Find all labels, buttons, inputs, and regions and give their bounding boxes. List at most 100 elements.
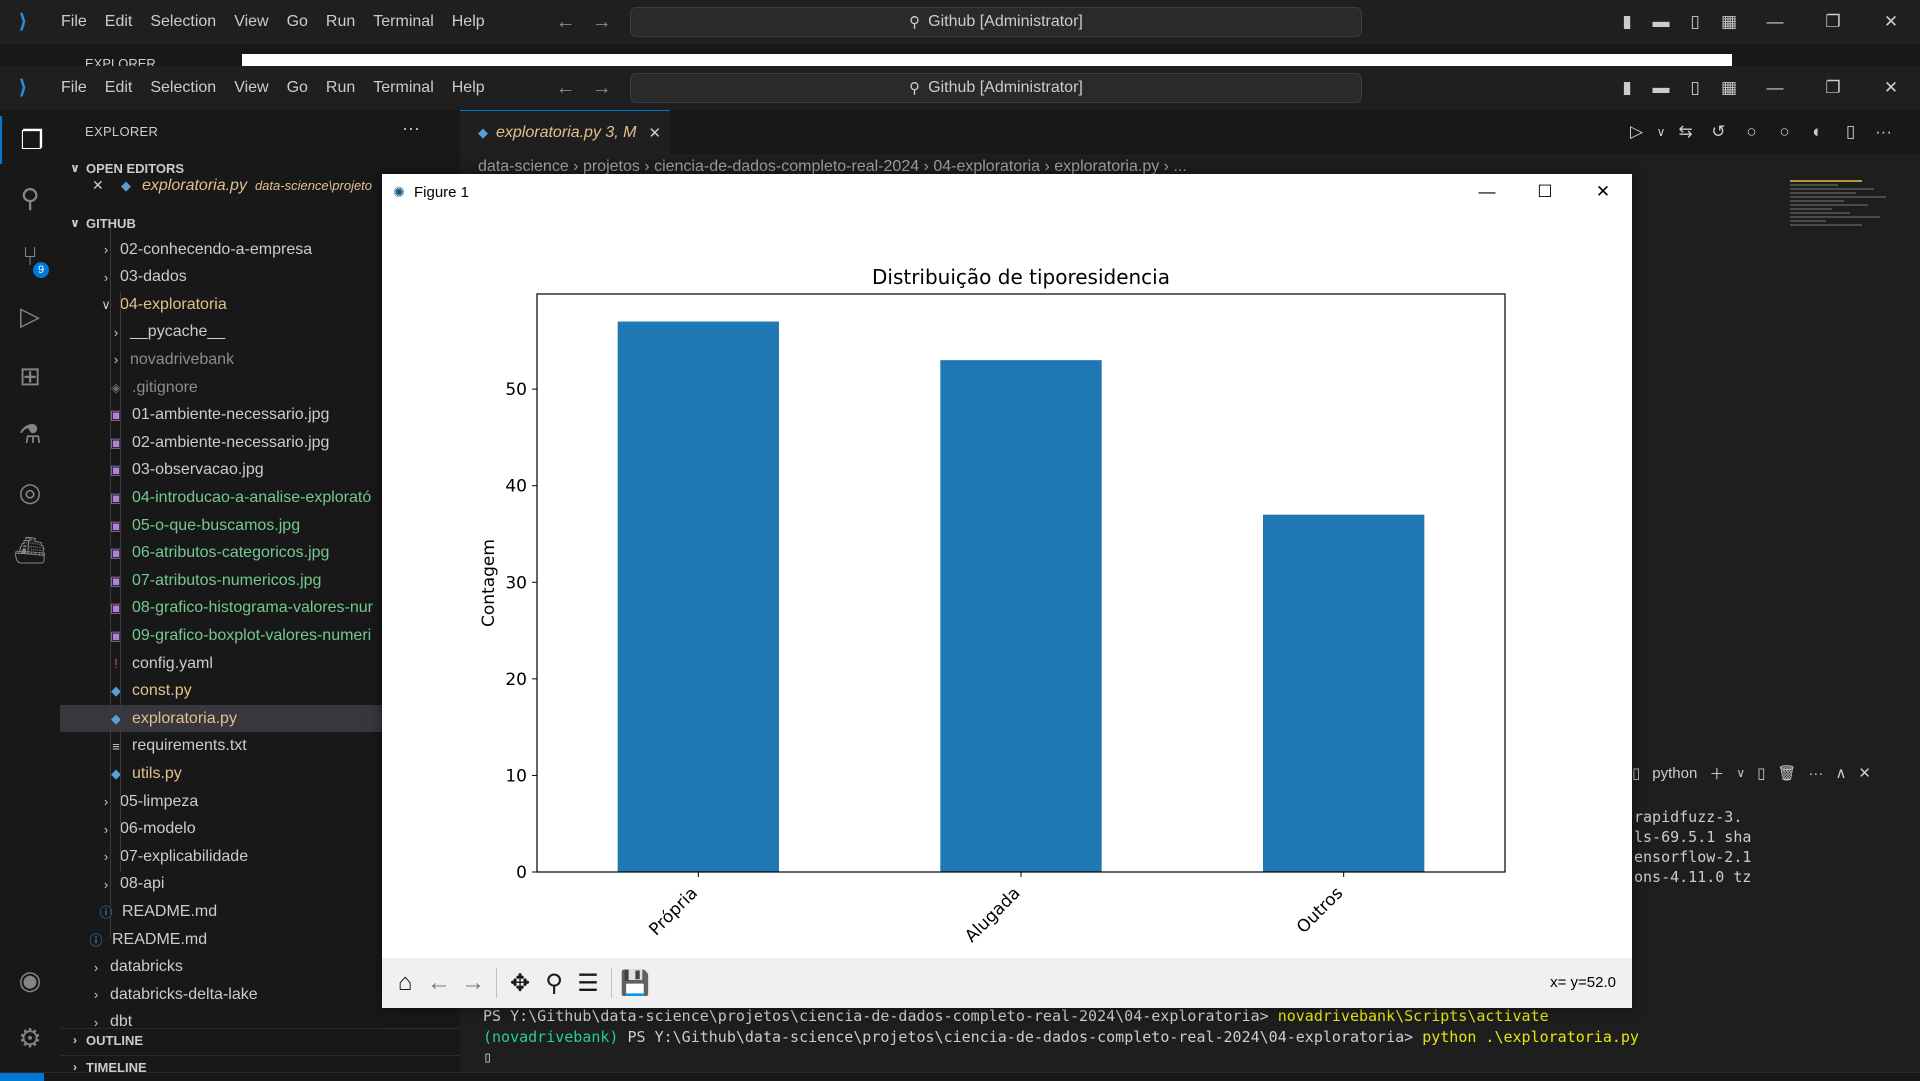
menu-run[interactable]: Run [325, 79, 356, 96]
folder-item[interactable]: ∨ 04-exploratoria [60, 291, 460, 318]
breadcrumb-item[interactable]: exploratoria.py [1054, 158, 1160, 175]
pan-move-icon[interactable]: ✥ [509, 969, 531, 997]
close-button[interactable]: ✕ [1595, 182, 1611, 201]
folder-item[interactable]: › 07-explicabilidade [60, 843, 460, 870]
breadcrumb-item[interactable]: 04-exploratoria [933, 158, 1041, 175]
forward-arrow-icon[interactable]: → [591, 10, 612, 33]
minimize-button[interactable]: — [1766, 78, 1784, 97]
breadcrumb-item[interactable]: projetos [582, 158, 640, 175]
menu-view[interactable]: View [234, 13, 269, 30]
file-item[interactable]: ⓘ README.md [60, 926, 460, 953]
save-figure-icon[interactable]: 💾 [620, 969, 650, 997]
minimize-button[interactable]: — [1766, 12, 1784, 31]
remote-explorer-icon[interactable]: ◎ [18, 476, 42, 507]
more-actions-icon[interactable]: ··· [402, 118, 420, 138]
menu-help[interactable]: Help [451, 79, 485, 96]
chevron-down-icon[interactable]: ∨ [1736, 766, 1746, 780]
terminal-shell-label[interactable]: python [1652, 764, 1698, 782]
outline-header[interactable]: › OUTLINE [60, 1028, 460, 1051]
menu-file[interactable]: File [61, 13, 87, 30]
toggle-panel-icon[interactable]: ▬ [1652, 12, 1670, 31]
file-item[interactable]: ▣ 02-ambiente-necessario.jpg [60, 429, 460, 456]
maximize-button[interactable]: ☐ [1537, 182, 1553, 201]
figure-canvas[interactable]: Própria Alugada Outros 0 10 20 30 40 50 Distribui… [382, 210, 1632, 958]
close-icon[interactable]: ✕ [648, 124, 662, 142]
split-editor-icon[interactable]: ▯ [1845, 122, 1856, 141]
menu-go[interactable]: Go [286, 79, 308, 96]
copilot-icon[interactable]: ◐ [1812, 122, 1823, 141]
folder-item[interactable]: › dbt [60, 1009, 460, 1036]
breadcrumb-item[interactable]: ... [1173, 158, 1187, 175]
menu-view[interactable]: View [234, 79, 269, 96]
folder-item[interactable]: › 02-conhecendo-a-empresa [60, 236, 460, 263]
customize-layout-icon[interactable]: ▦ [1720, 12, 1738, 31]
folder-item[interactable]: › databricks [60, 954, 460, 981]
file-item[interactable]: ▣ 07-atributos-numericos.jpg [60, 567, 460, 594]
trash-icon[interactable]: 🗑 [1777, 765, 1797, 782]
toggle-secondary-sidebar-icon[interactable]: ▯ [1690, 78, 1700, 97]
file-item[interactable]: ≡ requirements.txt [60, 733, 460, 760]
explorer-files-icon[interactable]: ❐ [0, 116, 62, 164]
menu-help[interactable]: Help [451, 13, 485, 30]
remote-indicator[interactable] [0, 1073, 44, 1081]
back-arrow-icon[interactable]: ← [427, 969, 451, 996]
open-editor-item[interactable]: ✕ ◆ exploratoria.py data-science\projeto [60, 172, 460, 199]
timeline-header[interactable]: › TIMELINE [60, 1055, 460, 1078]
file-item[interactable]: ▣ 03-observacao.jpg [60, 457, 460, 484]
menu-edit[interactable]: Edit [104, 13, 133, 30]
folder-item[interactable]: › __pycache__ [60, 319, 460, 346]
menu-run[interactable]: Run [325, 13, 356, 30]
file-item[interactable]: ◈ .gitignore [60, 374, 460, 401]
menu-go[interactable]: Go [286, 13, 308, 30]
maximize-panel-icon[interactable]: ∧ [1835, 765, 1847, 782]
search-icon[interactable]: ⚲ [20, 182, 40, 213]
testing-flask-icon[interactable]: ⚗ [18, 418, 42, 449]
file-item[interactable]: ▣ 09-grafico-boxplot-valores-numeri [60, 622, 460, 649]
breadcrumb-item[interactable]: ciencia-de-dados-completo-real-2024 [654, 158, 920, 175]
docker-whale-icon[interactable]: ⛴ [13, 534, 47, 565]
minimize-button[interactable]: — [1478, 182, 1496, 201]
command-center[interactable]: ⚲ Github [Administrator] [630, 73, 1362, 103]
extensions-icon[interactable]: ⊞ [19, 360, 41, 391]
customize-layout-icon[interactable]: ▦ [1720, 78, 1738, 97]
toggle-sidebar-icon[interactable]: ▮ [1622, 12, 1632, 31]
close-button[interactable]: ✕ [1883, 12, 1899, 31]
account-icon[interactable]: ◉ [18, 964, 42, 995]
menu-terminal[interactable]: Terminal [373, 13, 434, 30]
previous-change-icon[interactable]: ○ [1746, 122, 1757, 141]
file-item[interactable]: ▣ 01-ambiente-necessario.jpg [60, 402, 460, 429]
toggle-panel-icon[interactable]: ▬ [1652, 78, 1670, 97]
close-button[interactable]: ✕ [1883, 78, 1899, 97]
source-control-icon[interactable]: ⑂ 9 [0, 232, 60, 280]
run-icon[interactable]: ▷ [1629, 122, 1644, 141]
open-editors-header[interactable]: ∨ OPEN EDITORS [60, 157, 460, 179]
chevron-down-icon[interactable]: ∨ [1656, 125, 1666, 139]
back-command-center[interactable]: ⚲ Github [Administrator] [630, 7, 1362, 37]
toggle-sidebar-icon[interactable]: ▮ [1622, 78, 1632, 97]
menu-file[interactable]: File [61, 79, 87, 96]
tab-exploratoria[interactable]: ◆ exploratoria.py 3, M ✕ [460, 110, 670, 154]
zoom-magnifier-icon[interactable]: ⚲ [545, 969, 563, 997]
forward-arrow-icon[interactable]: → [461, 969, 485, 996]
restore-button[interactable]: ❐ [1825, 12, 1841, 31]
more-actions-icon[interactable]: ··· [1875, 122, 1892, 141]
file-item[interactable]: ! config.yaml [60, 650, 460, 677]
restore-button[interactable]: ❐ [1825, 78, 1841, 97]
next-change-icon[interactable]: ○ [1779, 122, 1790, 141]
split-terminal-icon[interactable]: ▯ [1757, 765, 1766, 782]
back-arrow-icon[interactable]: ← [555, 10, 576, 33]
github-folder-header[interactable]: ∨ GITHUB [60, 212, 460, 234]
file-item[interactable]: ▣ 05-o-que-buscamos.jpg [60, 512, 460, 539]
menu-edit[interactable]: Edit [104, 79, 133, 96]
breadcrumb-item[interactable]: data-science [478, 158, 569, 175]
file-item[interactable]: ▣ 06-atributos-categoricos.jpg [60, 540, 460, 567]
file-item[interactable]: ▣ 04-introducao-a-analise-explorató [60, 484, 460, 511]
file-item[interactable]: ◆ const.py [60, 678, 460, 705]
folder-item[interactable]: › 03-dados [60, 264, 460, 291]
back-arrow-icon[interactable]: ← [555, 76, 576, 99]
close-icon[interactable]: ✕ [92, 177, 104, 193]
more-actions-icon[interactable]: ··· [1808, 764, 1824, 782]
folder-item[interactable]: › 06-modelo [60, 816, 460, 843]
file-item[interactable]: ◆ utils.py [60, 760, 460, 787]
toggle-secondary-sidebar-icon[interactable]: ▯ [1690, 12, 1700, 31]
